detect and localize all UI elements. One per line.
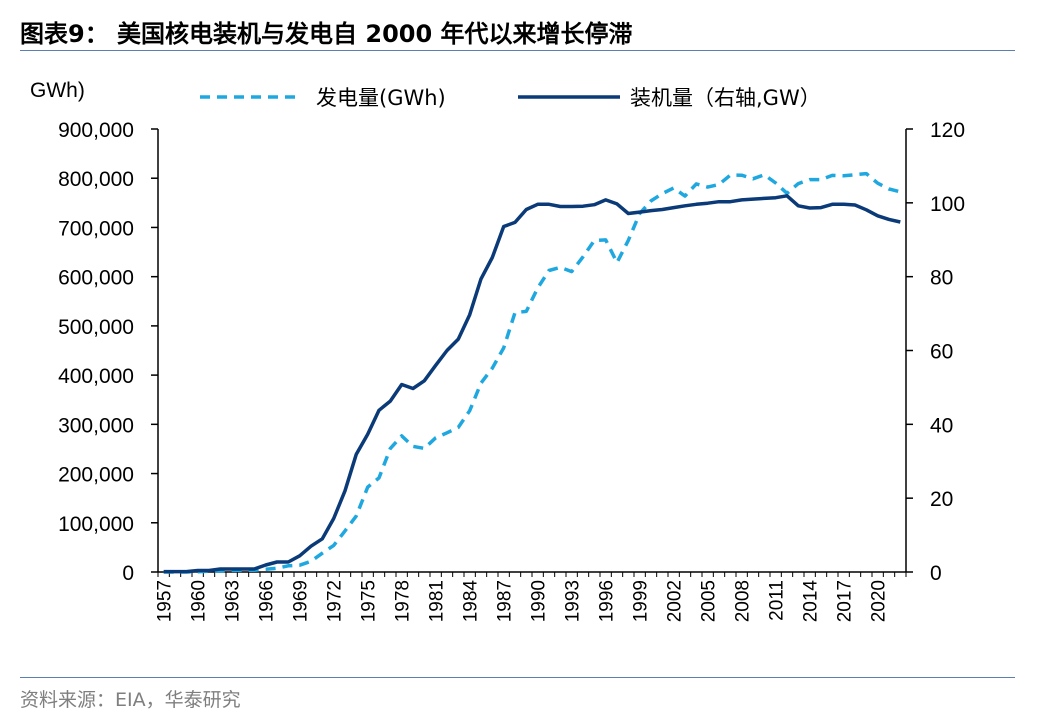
y-left-tick-label: 0 [122,562,134,585]
x-tick-label: 2008 [733,580,754,622]
axes-layer [157,129,907,573]
title-divider [20,50,1015,51]
x-tick-label: 1999 [631,580,652,622]
y-left-tick-label: 800,000 [58,168,134,191]
x-tick-label: 2002 [665,580,686,622]
x-tick-label: 1993 [563,580,584,622]
y-right-tick-label: 100 [930,193,965,216]
x-tick-label: 2005 [699,580,720,622]
x-tick-label: 1984 [461,580,482,623]
y-right-tick-label: 80 [930,267,953,290]
y-left-tick-label: 200,000 [58,464,134,487]
footer-divider [20,677,1015,678]
generation-series-line [163,171,901,574]
page-title: 图表9： 美国核电装机与发电自 2000 年代以来增长停滞 [20,20,633,48]
y-right-tick-label: 120 [930,119,965,142]
x-tick-label: 1975 [359,580,380,622]
y-right-tick-label: 0 [930,562,942,585]
x-tick-label: 2014 [801,580,822,623]
y-left-tick-label: 400,000 [58,365,134,388]
series-layer [163,171,901,574]
ticks-layer: 0 100,000 200,000 300,000 400,000 500,000 600,… [58,119,965,622]
x-tick-label: 1996 [597,580,618,622]
y-right-tick-label: 40 [930,414,953,437]
legend-label: 发电量(GWh) [316,86,446,110]
y-left-tick-label: 900,000 [58,119,134,142]
y-right-tick-label: 60 [930,341,953,364]
y-left-tick-label: 700,000 [58,217,134,240]
y-right-tick-label: 20 [930,488,953,511]
y-left-tick-label: 500,000 [58,316,134,339]
x-tick-label: 1957 [155,580,176,622]
capacity-series-line [163,194,901,574]
y-left-tick-label: 300,000 [58,414,134,437]
x-tick-label: 1969 [291,580,312,622]
x-tick-label: 1972 [325,580,346,622]
legend-label: 装机量（右轴,GW） [630,86,821,110]
y-left-tick-label: 600,000 [58,267,134,290]
x-tick-label: 1966 [257,580,278,622]
x-tick-label: 1978 [393,580,414,622]
legend: 发电量(GWh) 装机量（右轴,GW） [200,86,821,110]
y-left-unit-label: GWh) [30,79,85,102]
x-tick-label: 2011 [767,580,788,621]
x-tick-label: 1981 [427,580,448,622]
x-tick-label: 1987 [495,580,516,622]
x-tick-label: 1990 [529,580,550,622]
source-note: 资料来源：EIA，华泰研究 [20,689,241,711]
x-tick-label: 1963 [223,580,244,622]
x-tick-label: 2020 [869,580,890,622]
y-left-tick-label: 100,000 [58,513,134,536]
x-tick-label: 2017 [835,580,856,622]
x-tick-label: 1960 [189,580,210,622]
